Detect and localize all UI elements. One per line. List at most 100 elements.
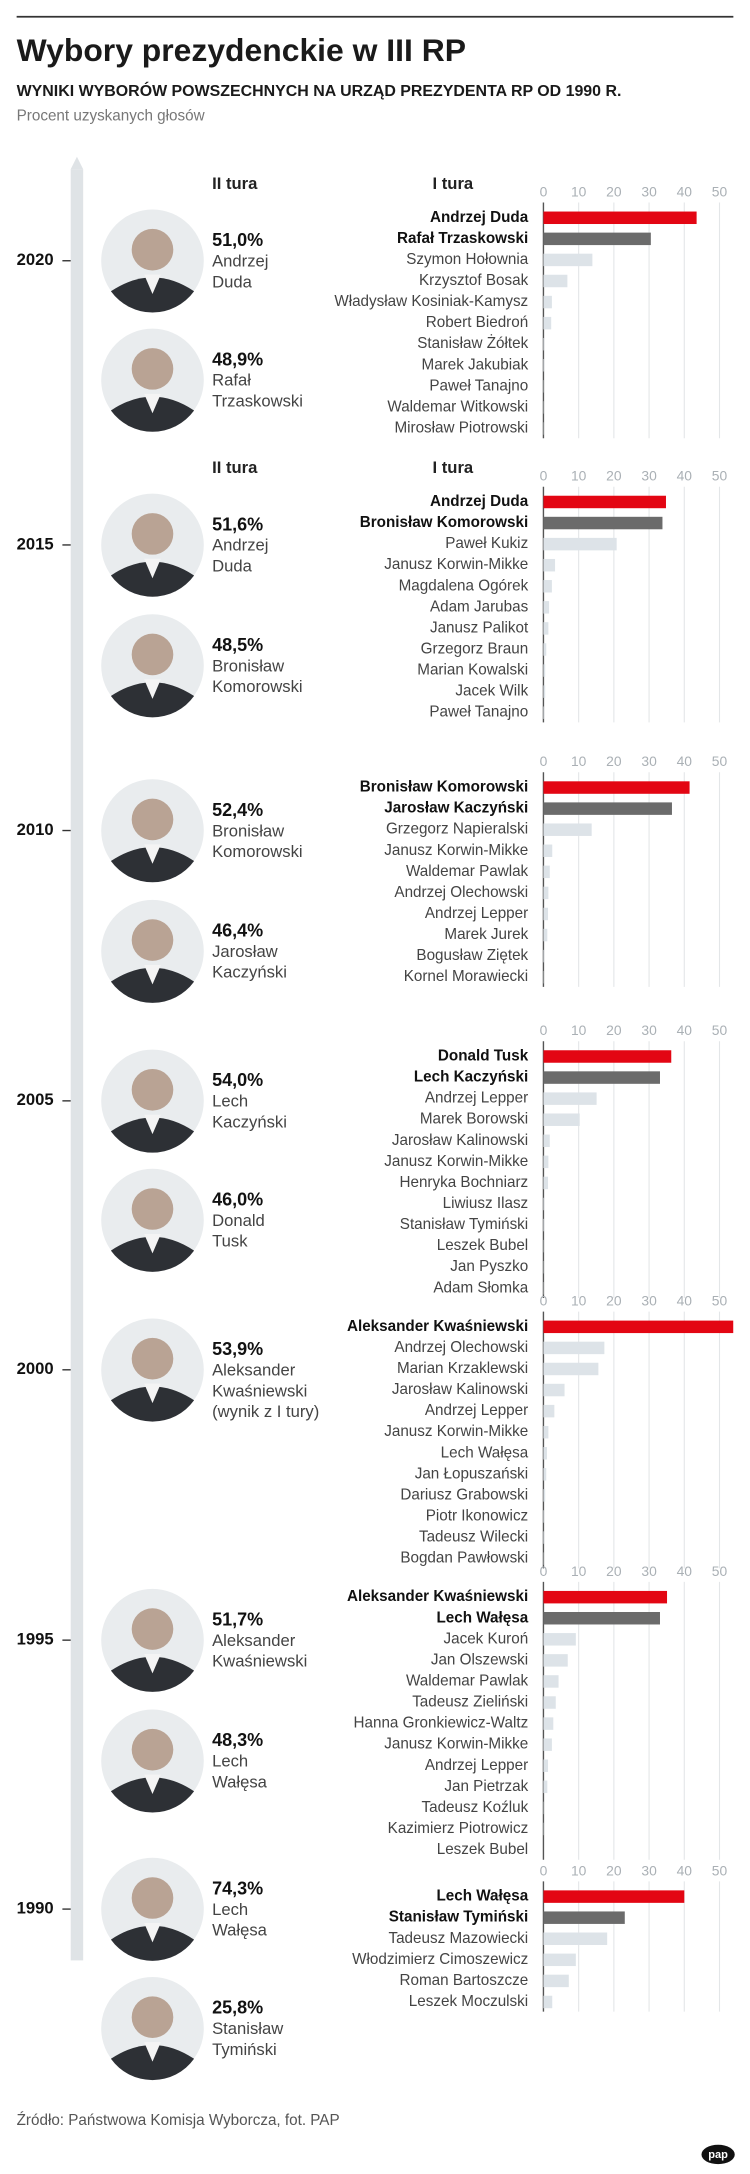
- bar: [543, 1176, 549, 1190]
- bar: [543, 1134, 550, 1148]
- bar: [543, 1447, 547, 1460]
- candidate-label: Liwiusz Ilasz: [443, 1195, 529, 1212]
- bar: [543, 1468, 547, 1481]
- x-tick-label: 40: [677, 753, 693, 769]
- bar: [543, 1590, 668, 1604]
- photo-head: [131, 798, 174, 841]
- bar: [543, 1531, 545, 1544]
- bar: [543, 274, 568, 288]
- candidate-label: Leszek Bubel: [437, 1237, 528, 1254]
- year-label: 1990: [17, 1898, 54, 1917]
- candidate-label: Jacek Wilk: [455, 683, 528, 700]
- candidate-label: Janusz Korwin-Mikke: [384, 556, 528, 573]
- bar: [543, 622, 549, 635]
- candidate-label: Jarosław Kalinowski: [392, 1381, 528, 1398]
- candidate-label: Grzegorz Napieralski: [386, 821, 528, 838]
- candidate-label: Marian Krzaklewski: [397, 1360, 528, 1377]
- photo-collar: [144, 2042, 161, 2062]
- candidate-label: Grzegorz Braun: [421, 641, 529, 658]
- candidate-label: Adam Słomka: [433, 1279, 528, 1296]
- candidate-label: Rafał Trzaskowski: [397, 230, 528, 247]
- candidate-label: Marian Kowalski: [417, 662, 528, 679]
- logo: pap: [708, 2149, 728, 2161]
- x-tick-label: 30: [641, 1293, 657, 1309]
- photo-head: [131, 513, 174, 555]
- candidate-label: Adam Jarubas: [430, 598, 529, 615]
- x-tick-label: 10: [571, 1563, 587, 1579]
- photo-shoulders: [110, 682, 195, 718]
- photo-head: [131, 228, 174, 271]
- x-tick-label: 40: [677, 183, 693, 199]
- candidate-label: Marek Jurek: [444, 926, 528, 943]
- candidate-label: Lech Wałęsa: [436, 1609, 528, 1626]
- candidate-label: Jacek Kuroń: [444, 1630, 529, 1647]
- round2-name: Kwaśniewski: [212, 1381, 307, 1400]
- candidate-label: Leszek Moczulski: [409, 1993, 528, 2010]
- x-tick-label: 20: [606, 1293, 622, 1309]
- candidate-label: Bronisław Komorowski: [360, 779, 528, 796]
- bar: [543, 601, 550, 614]
- bar: [543, 844, 553, 858]
- bar: [543, 1759, 549, 1772]
- round2-result: 51,0%: [212, 230, 263, 250]
- bar: [543, 253, 593, 267]
- bar: [543, 706, 545, 719]
- bar: [543, 781, 690, 794]
- round2-name: Bronisław: [212, 821, 285, 840]
- year-label: 2020: [17, 250, 54, 269]
- bar: [543, 1932, 608, 1945]
- bar: [543, 949, 545, 963]
- round2-name: Wałęsa: [212, 1772, 268, 1791]
- bar: [543, 802, 672, 815]
- x-tick-label: 20: [606, 1022, 622, 1038]
- round2-name: Wałęsa: [212, 1921, 268, 1940]
- candidate-label: Jan Pietrzak: [444, 1778, 528, 1795]
- bar: [543, 1675, 559, 1688]
- photo-shoulders: [110, 277, 195, 313]
- round2-note: (wynik z I tury): [212, 1402, 319, 1421]
- round2-name: Andrzej: [212, 536, 268, 555]
- candidate-label: Lech Wałęsa: [441, 1444, 529, 1461]
- bar: [543, 316, 552, 330]
- candidate-label: Janusz Korwin-Mikke: [384, 842, 528, 859]
- candidate-label: Andrzej Lepper: [425, 905, 528, 922]
- candidate-label: Waldemar Pawlak: [406, 1672, 529, 1689]
- photo-collar: [144, 1922, 161, 1943]
- photo-shoulders: [110, 2044, 195, 2081]
- bar: [543, 643, 547, 656]
- bar: [543, 211, 697, 225]
- candidate-label: Tadeusz Zieliński: [412, 1694, 528, 1711]
- candidate-label: Bogusław Ziętek: [416, 947, 528, 964]
- candidate-label: Paweł Kukiz: [445, 535, 528, 552]
- photo-head: [131, 633, 174, 676]
- candidate-label: Andrzej Lepper: [425, 1757, 528, 1774]
- photo-shoulders: [110, 1925, 195, 1961]
- candidate-label: Andrzej Lepper: [425, 1402, 528, 1419]
- candidate-label: Janusz Korwin-Mikke: [384, 1423, 528, 1440]
- photo-shoulders: [110, 967, 195, 1003]
- photo-collar: [144, 558, 161, 579]
- round2-result: 46,0%: [212, 1189, 263, 1209]
- bar: [543, 1780, 548, 1794]
- x-tick-label: 40: [677, 468, 693, 484]
- logo-badge: [701, 2144, 735, 2165]
- round2-header: II tura: [212, 458, 258, 477]
- bar: [543, 1974, 569, 1988]
- x-tick-label: 30: [641, 1022, 657, 1038]
- candidate-label: Lech Wałęsa: [436, 1888, 528, 1905]
- bar: [543, 1092, 597, 1105]
- photo-head: [131, 348, 174, 390]
- round2-result: 25,8%: [212, 1998, 263, 2018]
- photo-shoulders: [110, 1656, 195, 1692]
- round2-name: Kaczyński: [212, 1112, 287, 1131]
- round2-name: Lech: [212, 1900, 248, 1919]
- round2-name: Aleksander: [212, 1631, 296, 1650]
- bar: [543, 1489, 546, 1502]
- photo-head: [131, 919, 174, 961]
- x-tick-label: 30: [641, 1862, 657, 1878]
- bar: [543, 495, 666, 509]
- candidate-label: Marek Borowski: [420, 1111, 528, 1128]
- round2-name: Duda: [212, 557, 252, 576]
- bar: [543, 1738, 552, 1751]
- x-tick-label: 10: [571, 1022, 587, 1038]
